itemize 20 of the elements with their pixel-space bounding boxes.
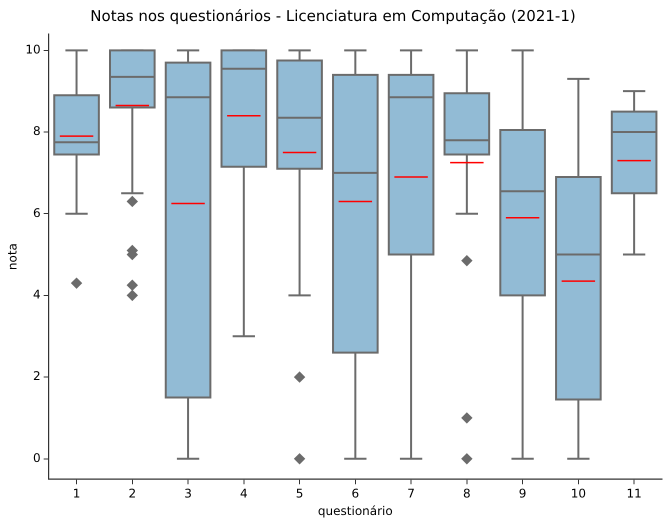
x-tick-label: 6 bbox=[352, 486, 360, 501]
x-tick-label: 11 bbox=[626, 486, 642, 501]
x-tick-label: 1 bbox=[72, 486, 80, 501]
y-tick-label: 0 bbox=[33, 450, 41, 465]
x-tick-label: 8 bbox=[463, 486, 471, 501]
x-tick-label: 3 bbox=[184, 486, 192, 501]
x-tick-label: 4 bbox=[240, 486, 248, 501]
x-tick-label: 9 bbox=[518, 486, 526, 501]
y-tick-label: 4 bbox=[33, 288, 41, 302]
y-tick-label: 2 bbox=[33, 369, 41, 384]
y-tick-label: 10 bbox=[25, 42, 41, 56]
y-tick-label: 8 bbox=[33, 124, 41, 138]
chart-title: Notas nos questionários - Licenciatura em Computação (2021-1) bbox=[90, 6, 576, 25]
x-tick-label: 10 bbox=[570, 486, 586, 501]
y-tick-label: 6 bbox=[33, 206, 41, 220]
x-tick-label: 2 bbox=[128, 486, 136, 501]
x-tick-label: 7 bbox=[407, 486, 415, 501]
x-axis-title: questionário bbox=[318, 504, 393, 518]
y-axis-title: nota bbox=[5, 243, 20, 270]
x-tick-label: 5 bbox=[296, 486, 304, 501]
